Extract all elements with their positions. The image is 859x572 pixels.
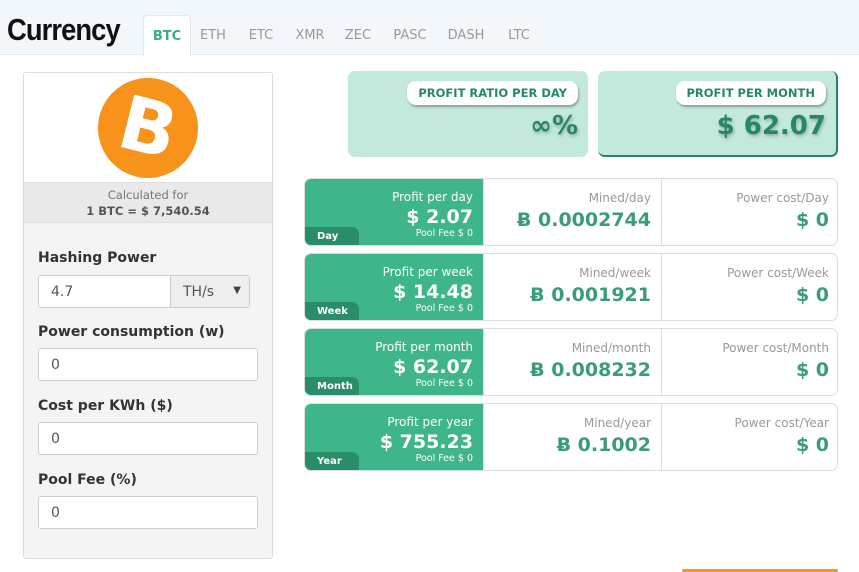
period-badge: Month xyxy=(305,377,359,395)
period-badge: Day xyxy=(305,227,359,245)
profit-cell: Profit per day $ 2.07 Pool Fee $ 0 Day xyxy=(305,179,483,245)
tab-eth[interactable]: ETH xyxy=(200,28,226,43)
caret-down-icon: ▼ xyxy=(233,285,241,296)
power-cost-label: Power cost/Day xyxy=(736,191,829,205)
power-cost-cell: Power cost/Day $ 0 xyxy=(661,179,837,245)
power-cost-value: $ 0 xyxy=(795,359,829,381)
profit-cell: Profit per week $ 14.48 Pool Fee $ 0 Wee… xyxy=(305,254,483,320)
hash-unit-select[interactable]: TH/s ▼ xyxy=(170,275,250,308)
period-badge: Year xyxy=(305,452,359,470)
power-cost-cell: Power cost/Year $ 0 xyxy=(661,404,837,470)
mined-cell: Mined/month Ƀ 0.008232 xyxy=(483,329,661,395)
tab-dash[interactable]: DASH xyxy=(447,28,485,43)
profit-month-value: $ 62.07 xyxy=(716,111,826,141)
tab-zec[interactable]: ZEC xyxy=(344,28,372,43)
profit-value: $ 2.07 xyxy=(406,206,473,228)
power-cost-value: $ 0 xyxy=(795,209,829,231)
mined-value: Ƀ 0.008232 xyxy=(530,359,651,381)
bitcoin-logo-icon: B xyxy=(87,67,209,189)
pool-fee-value: Pool Fee $ 0 xyxy=(415,303,473,314)
cost-per-kwh-input[interactable] xyxy=(38,422,258,455)
btc-rate: 1 BTC = $ 7,540.54 xyxy=(86,204,210,218)
cost-per-kwh-label: Cost per KWh ($) xyxy=(38,398,173,414)
period-row: Profit per week $ 14.48 Pool Fee $ 0 Wee… xyxy=(304,253,838,321)
power-consumption-label: Power consumption (w) xyxy=(38,324,225,340)
power-cost-label: Power cost/Week xyxy=(727,266,829,280)
mined-value: Ƀ 0.1002 xyxy=(556,434,651,456)
mined-cell: Mined/week Ƀ 0.001921 xyxy=(483,254,661,320)
period-row: Profit per day $ 2.07 Pool Fee $ 0 Day M… xyxy=(304,178,838,246)
power-cost-label: Power cost/Month xyxy=(722,341,829,355)
mined-label: Mined/year xyxy=(583,416,651,430)
mined-label: Mined/month xyxy=(571,341,651,355)
pool-fee-input[interactable] xyxy=(38,496,258,529)
profit-ratio-value: ∞% xyxy=(530,111,578,141)
power-cost-value: $ 0 xyxy=(795,434,829,456)
mined-cell: Mined/year Ƀ 0.1002 xyxy=(483,404,661,470)
period-row: Profit per month $ 62.07 Pool Fee $ 0 Mo… xyxy=(304,328,838,396)
calculated-for-label: Calculated for xyxy=(107,188,189,202)
profit-label: Profit per day xyxy=(392,190,473,204)
tab-etc[interactable]: ETC xyxy=(248,28,274,43)
hashing-power-input[interactable] xyxy=(38,275,171,308)
mined-value: Ƀ 0.001921 xyxy=(530,284,651,306)
rate-info: Calculated for 1 BTC = $ 7,540.54 xyxy=(24,183,272,223)
pool-fee-label: Pool Fee (%) xyxy=(38,472,137,488)
mined-cell: Mined/day Ƀ 0.0002744 xyxy=(483,179,661,245)
profit-month-card: PROFIT PER MONTH $ 62.07 xyxy=(598,71,838,157)
mined-value: Ƀ 0.0002744 xyxy=(516,209,651,231)
profit-label: Profit per week xyxy=(382,265,473,279)
hash-unit-value: TH/s xyxy=(183,284,215,300)
header: Currency BTC ETH ETC XMR ZEC PASC DASH L… xyxy=(0,0,859,56)
tab-ltc[interactable]: LTC xyxy=(508,28,530,43)
profit-ratio-card: PROFIT RATIO PER DAY ∞% xyxy=(348,71,588,157)
calculator-panel: B Calculated for 1 BTC = $ 7,540.54 Hash… xyxy=(23,67,273,559)
profit-label: Profit per month xyxy=(375,340,473,354)
profit-cell: Profit per year $ 755.23 Pool Fee $ 0 Ye… xyxy=(305,404,483,470)
coin-box: B xyxy=(24,67,272,189)
profit-label: Profit per year xyxy=(387,415,473,429)
period-badge: Week xyxy=(305,302,359,320)
pool-fee-value: Pool Fee $ 0 xyxy=(415,228,473,239)
power-consumption-input[interactable] xyxy=(38,348,258,381)
tab-pasc[interactable]: PASC xyxy=(393,28,427,43)
profit-month-label: PROFIT PER MONTH xyxy=(675,81,826,105)
power-cost-label: Power cost/Year xyxy=(734,416,829,430)
period-row: Profit per year $ 755.23 Pool Fee $ 0 Ye… xyxy=(304,403,838,471)
profit-cell: Profit per month $ 62.07 Pool Fee $ 0 Mo… xyxy=(305,329,483,395)
mined-label: Mined/week xyxy=(579,266,651,280)
tab-xmr[interactable]: XMR xyxy=(295,28,325,43)
hashing-power-label: Hashing Power xyxy=(38,250,157,266)
page-title: Currency xyxy=(7,12,121,47)
profit-value: $ 755.23 xyxy=(379,431,473,453)
power-cost-value: $ 0 xyxy=(795,284,829,306)
tab-btc[interactable]: BTC xyxy=(143,15,191,56)
power-cost-cell: Power cost/Week $ 0 xyxy=(661,254,837,320)
power-cost-cell: Power cost/Month $ 0 xyxy=(661,329,837,395)
profit-ratio-label: PROFIT RATIO PER DAY xyxy=(407,81,578,105)
pool-fee-value: Pool Fee $ 0 xyxy=(415,378,473,389)
mined-label: Mined/day xyxy=(588,191,651,205)
profit-value: $ 62.07 xyxy=(393,356,473,378)
pool-fee-value: Pool Fee $ 0 xyxy=(415,453,473,464)
profit-value: $ 14.48 xyxy=(393,281,473,303)
